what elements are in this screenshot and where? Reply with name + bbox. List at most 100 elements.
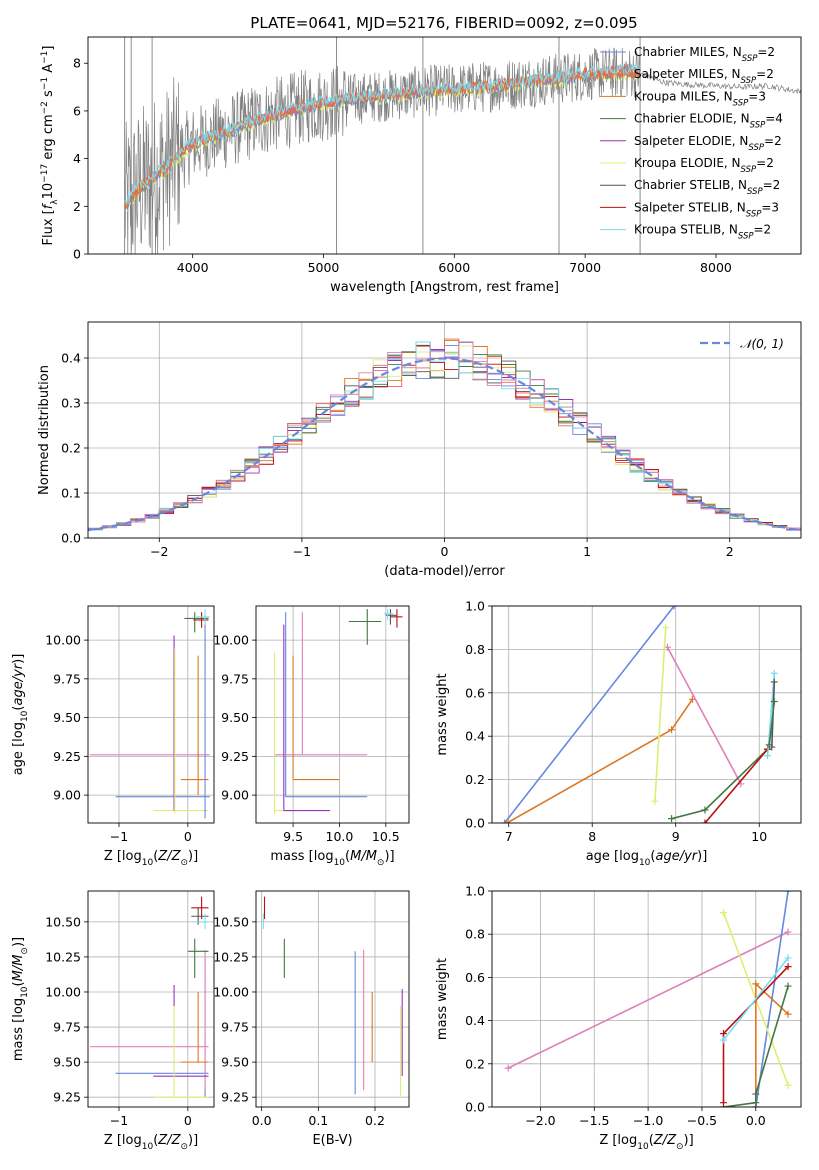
y-tick-label: 9.75 [221, 671, 249, 686]
label-part: )] [11, 654, 26, 664]
label-part: Flux [ [41, 209, 56, 245]
plot-area [124, 37, 801, 254]
label-part: ( [11, 981, 26, 986]
legend-label-part: Salpeter ELODIE, N [634, 134, 748, 148]
y-tick-label: 0.6 [465, 685, 485, 700]
legend-label-part: =4 [765, 112, 783, 126]
label-part: Z [log [104, 1133, 142, 1148]
x-tick-label: 7000 [569, 260, 601, 275]
legend-label-part: Kroupa STELIB, N [634, 223, 738, 237]
x-tick-label: 5000 [308, 260, 340, 275]
y-tick-label: 9.25 [221, 1090, 249, 1105]
y-tick-label: 6 [73, 103, 81, 118]
label-part: 10 [142, 1142, 154, 1152]
label-part: )] [684, 1133, 694, 1148]
legend-label: Chabrier STELIB, NSSP=2 [634, 178, 780, 197]
label-part: Normed distribution [37, 365, 52, 495]
axes-frame [87, 605, 215, 824]
label-part: 10 [637, 1142, 649, 1152]
label-part: ( [153, 1133, 158, 1148]
x-tick-label: −1.5 [579, 1113, 609, 1128]
x-tick-label: −0.5 [687, 1113, 717, 1128]
gaussian-curve [88, 357, 799, 532]
label-part: 10 [334, 858, 346, 868]
series-line-pink [507, 931, 789, 1069]
series-line-chabrier_elodie [671, 748, 769, 820]
plot-area [90, 896, 209, 1098]
y-tick-label: 0.2 [465, 772, 485, 787]
weight-vs-Z-panel: −2.0 −1.5 −1.0 −0.5 0.0 0.0 0.2 0.4 0.6 0.8 1.0 Z [… [435, 884, 802, 1152]
legend-label-part: SSP [748, 143, 764, 153]
y-tick-label: 9.50 [221, 1055, 249, 1070]
age-vs-mass-panel: 9.5 10.0 10.5 9.00 9.25 9.50 9.75 10.00 mass [lo… [213, 605, 410, 868]
y-tick-label: 4 [73, 151, 81, 166]
legend-label-part: SSP [741, 76, 757, 86]
y-tick-label: 0.2 [465, 1056, 485, 1071]
series-marker-chabrier_elodie [784, 982, 792, 990]
x-tick-label: −1 [110, 1113, 128, 1128]
mass-vs-EBV-panel: 0.0 0.1 0.2 9.25 9.50 9.75 10.00 10.25 10.50 E(B-… [213, 890, 410, 1148]
label-part: 10 [142, 858, 154, 868]
x-tick-label: 9.5 [283, 829, 303, 844]
series-marker-kroupa_miles [752, 980, 760, 988]
legend-label-part: =2 [756, 156, 774, 170]
label-part: E(B-V) [312, 1133, 352, 1148]
label-part: )] [188, 1133, 198, 1148]
series-line-kroupa_miles [506, 698, 694, 823]
x-axis-label: Z [log10(Z/Z⊙)] [104, 1133, 198, 1152]
y-tick-label: 9.50 [221, 710, 249, 725]
series-marker-kroupa_miles [784, 1010, 792, 1018]
x-axis-label: (data-model)/error [384, 564, 505, 579]
y-tick-label: 1.0 [465, 884, 485, 899]
y-axis-label: Flux [fλ10−17 erg cm−2 s−1 A−1] [40, 46, 60, 246]
y-tick-label: 10.00 [213, 633, 249, 648]
y-tick-label: 9.75 [53, 671, 81, 686]
label-part: wavelength [Angstrom, rest frame] [330, 280, 559, 295]
legend-label-part: SSP [746, 209, 762, 219]
series-marker-chabrier_elodie [752, 1090, 760, 1098]
label-part: ( [649, 1133, 654, 1148]
label-part: mass [log [270, 849, 333, 864]
series-marker-pink [504, 1064, 512, 1072]
series-marker-salpeter_stelib [784, 963, 792, 971]
y-tick-label: 10.50 [45, 914, 81, 929]
model-spectrum-kroupa_stelib [124, 63, 640, 206]
axes-frame [491, 605, 802, 824]
label-part: age/yr [11, 662, 26, 705]
legend-label-part: Kroupa ELODIE, N [634, 156, 741, 170]
label-part: age [log [11, 722, 26, 775]
legend-label-part: SSP [738, 232, 754, 242]
series-line-chabrier_miles [503, 606, 675, 823]
series-marker-salpeter_stelib [701, 819, 709, 823]
series-marker-kroupa_stelib [764, 752, 772, 760]
legend-label-part: =2 [764, 134, 782, 148]
series-marker-kroupa_elodie [662, 624, 670, 632]
series-line-kroupa_stelib [722, 957, 789, 1041]
x-tick-label: 9 [672, 829, 680, 844]
series-marker-kroupa_miles [668, 726, 676, 734]
x-tick-label: 0.0 [252, 1113, 272, 1128]
series-marker-chabrier_miles [784, 891, 792, 895]
x-tick-label: 0.1 [308, 1113, 328, 1128]
label-part: A [41, 64, 56, 77]
x-tick-label: 0 [184, 1113, 192, 1128]
series-marker-salpeter_stelib [719, 1099, 727, 1107]
y-tick-label: 0.4 [465, 729, 485, 744]
x-tick-label: 10.0 [326, 829, 354, 844]
model-spectrum-salpeter_miles [124, 63, 640, 211]
axes-frame [87, 36, 802, 255]
x-tick-label: 8 [588, 829, 596, 844]
legend-label: Salpeter MILES, NSSP=2 [634, 67, 774, 86]
legend-label: Kroupa MILES, NSSP=3 [634, 89, 766, 108]
y-tick-label: 0.0 [465, 1100, 485, 1115]
label-part: M/M [350, 849, 377, 864]
label-part: )] [697, 849, 707, 864]
legend-label-part: Chabrier ELODIE, N [634, 112, 750, 126]
plot-area [90, 609, 210, 819]
x-tick-label: 0 [184, 829, 192, 844]
series-line-pink [666, 646, 742, 785]
legend-label: Kroupa ELODIE, NSSP=2 [634, 156, 774, 175]
legend-label-part: SSP [733, 98, 749, 108]
label-part: )] [11, 937, 26, 947]
